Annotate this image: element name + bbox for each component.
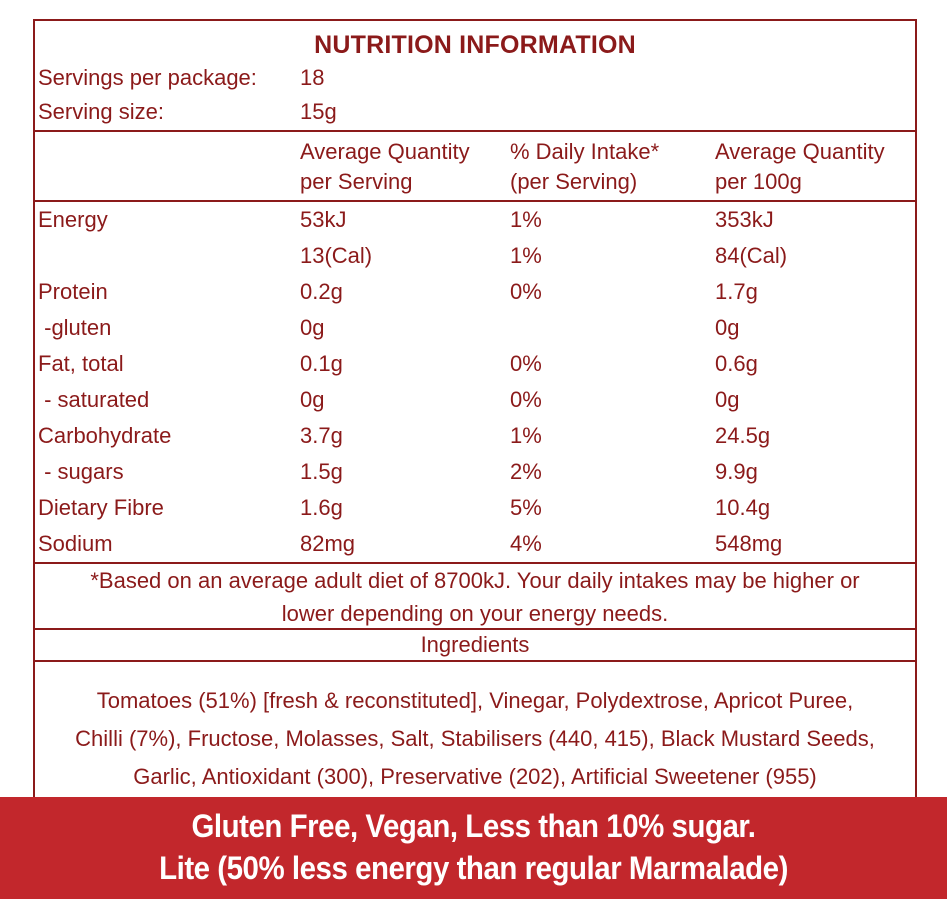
claims-line1: Gluten Free, Vegan, Less than 10% sugar.: [191, 808, 756, 844]
nutrient-label: Dietary Fibre: [38, 495, 164, 520]
per-100g-value: 0.6g: [715, 351, 758, 376]
daily-intake-value: 0%: [510, 387, 542, 412]
col-daily-intake-header-line2: (per Serving): [510, 169, 638, 194]
daily-intake-value: 0%: [510, 279, 542, 304]
col-per-100g-header-line2: per 100g: [715, 169, 802, 194]
daily-intake-value: 1%: [510, 243, 542, 268]
column-headers-line1: Average Quantity % Daily Intake* Average…: [35, 137, 915, 167]
nutrition-panel: NUTRITION INFORMATION Servings per packa…: [33, 19, 917, 797]
table-row-sodium: Sodium 82mg 4% 548mg: [35, 526, 915, 562]
per-serving-value: 0g: [300, 387, 325, 412]
per-100g-value: 9.9g: [715, 459, 758, 484]
nutrient-table-section: Energy 53kJ 1% 353kJ 13(Cal) 1% 84(Cal) …: [35, 202, 915, 564]
per-serving-value: 1.6g: [300, 495, 343, 520]
panel-header-section: NUTRITION INFORMATION Servings per packa…: [35, 21, 915, 132]
daily-intake-value: 4%: [510, 531, 542, 556]
footnote-line1: *Based on an average adult diet of 8700k…: [90, 568, 860, 593]
table-row-gluten: -gluten 0g 0g: [35, 310, 915, 346]
nutrient-label: [35, 238, 300, 274]
table-row-saturated: - saturated 0g 0% 0g: [35, 382, 915, 418]
column-headers-section: Average Quantity % Daily Intake* Average…: [35, 132, 915, 202]
nutrient-label: - sugars: [38, 459, 124, 484]
per-100g-value: 24.5g: [715, 423, 771, 448]
per-100g-value: 10.4g: [715, 495, 771, 520]
per-serving-value: 0g: [300, 315, 325, 340]
per-100g-value: 84(Cal): [715, 243, 788, 268]
daily-intake-value: 1%: [510, 207, 542, 232]
claims-banner: Gluten Free, Vegan, Less than 10% sugar.…: [0, 797, 947, 899]
per-serving-value: 82mg: [300, 531, 356, 556]
col-per-100g-header-line1: Average Quantity: [715, 139, 885, 164]
nutrition-title: NUTRITION INFORMATION: [314, 31, 636, 59]
col-daily-intake-header-line1: % Daily Intake*: [510, 139, 660, 164]
per-serving-value: 0.2g: [300, 279, 343, 304]
nutrient-label: - saturated: [38, 387, 150, 412]
col-per-serving-header-line2: per Serving: [300, 169, 413, 194]
daily-intake-value: [510, 310, 715, 346]
servings-per-package-row: Servings per package: 18: [35, 61, 915, 95]
col-per-serving-header-line1: Average Quantity: [300, 139, 470, 164]
table-row-carbohydrate: Carbohydrate 3.7g 1% 24.5g: [35, 418, 915, 454]
claims-line2: Lite (50% less energy than regular Marma…: [159, 850, 788, 886]
serving-size-value: 15g: [300, 99, 337, 124]
table-row-energy-cal: 13(Cal) 1% 84(Cal): [35, 238, 915, 274]
table-row-sugars: - sugars 1.5g 2% 9.9g: [35, 454, 915, 490]
daily-intake-value: 2%: [510, 459, 542, 484]
spacer-cell: [35, 137, 300, 167]
daily-intake-value: 0%: [510, 351, 542, 376]
ingredients-line1: Tomatoes (51%) [fresh & reconstituted], …: [96, 688, 854, 713]
nutrient-label: Fat, total: [38, 351, 124, 376]
daily-intake-value: 5%: [510, 495, 542, 520]
ingredients-line2: Chilli (7%), Fructose, Molasses, Salt, S…: [75, 726, 875, 751]
ingredients-list: Tomatoes (51%) [fresh & reconstituted], …: [35, 662, 915, 797]
per-serving-value: 3.7g: [300, 423, 343, 448]
table-row-protein: Protein 0.2g 0% 1.7g: [35, 274, 915, 310]
nutrient-label: -gluten: [38, 315, 112, 340]
ingredients-line3: Garlic, Antioxidant (300), Preservative …: [133, 764, 817, 789]
daily-intake-footnote: *Based on an average adult diet of 8700k…: [35, 564, 915, 630]
per-100g-value: 1.7g: [715, 279, 758, 304]
per-serving-value: 1.5g: [300, 459, 343, 484]
serving-size-label: Serving size:: [38, 99, 164, 124]
ingredients-header: Ingredients: [35, 630, 915, 662]
table-row-energy-kj: Energy 53kJ 1% 353kJ: [35, 202, 915, 238]
per-100g-value: 0g: [715, 387, 740, 412]
per-serving-value: 0.1g: [300, 351, 343, 376]
per-serving-value: 53kJ: [300, 207, 347, 232]
table-row-fat-total: Fat, total 0.1g 0% 0.6g: [35, 346, 915, 382]
nutrient-label: Carbohydrate: [38, 423, 172, 448]
per-serving-value: 13(Cal): [300, 243, 373, 268]
per-100g-value: 0g: [715, 315, 740, 340]
nutrient-label: Protein: [38, 279, 108, 304]
daily-intake-value: 1%: [510, 423, 542, 448]
spacer-cell: [35, 167, 300, 197]
per-100g-value: 548mg: [715, 531, 783, 556]
footnote-line2: lower depending on your energy needs.: [281, 601, 669, 626]
column-headers-line2: per Serving (per Serving) per 100g: [35, 167, 915, 197]
serving-size-row: Serving size: 15g: [35, 95, 915, 129]
servings-per-package-value: 18: [300, 65, 325, 90]
table-row-dietary-fibre: Dietary Fibre 1.6g 5% 10.4g: [35, 490, 915, 526]
nutrient-label: Energy: [38, 207, 108, 232]
nutrient-label: Sodium: [38, 531, 113, 556]
per-100g-value: 353kJ: [715, 207, 774, 232]
servings-per-package-label: Servings per package:: [38, 65, 257, 90]
